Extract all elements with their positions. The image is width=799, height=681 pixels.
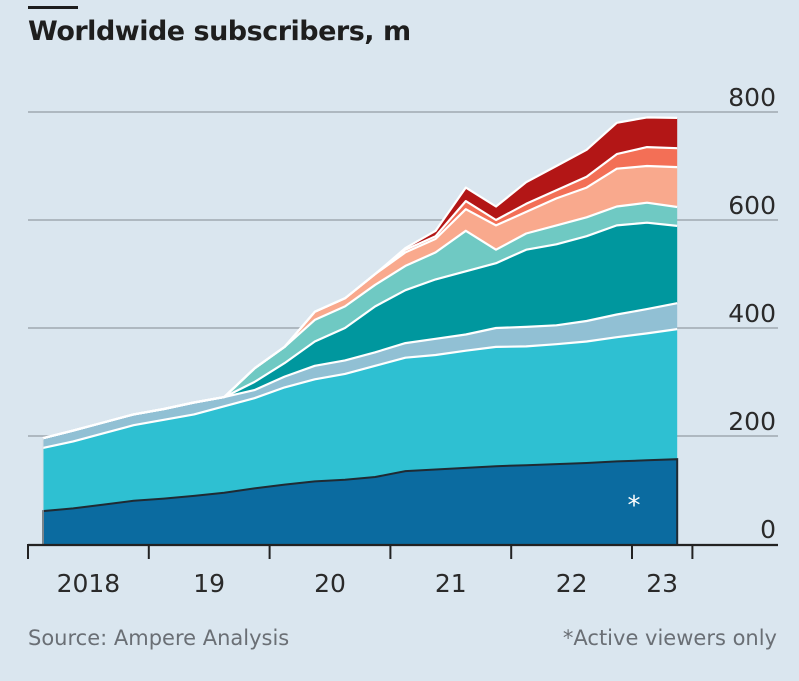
x-tick-label-2018: 2018 bbox=[57, 569, 121, 598]
x-tick-label-23: 23 bbox=[646, 569, 678, 598]
area-series-8 bbox=[43, 117, 678, 439]
area-series-4 bbox=[43, 222, 678, 439]
separator-series-2 bbox=[42, 328, 678, 449]
y-tick-label-600: 600 bbox=[728, 191, 776, 220]
series-1-outline bbox=[42, 458, 679, 544]
x-axis: 2018 19 20 21 22 23 bbox=[27, 543, 778, 598]
x-tick-label-20: 20 bbox=[314, 569, 346, 598]
x-tick-label-21: 21 bbox=[435, 569, 467, 598]
y-tick-label-0: 0 bbox=[760, 515, 776, 544]
chart-title: Worldwide subscribers, m bbox=[28, 16, 411, 47]
separator-series-8 bbox=[42, 116, 678, 440]
x-tick-label-22: 22 bbox=[556, 569, 588, 598]
y-tick-label-200: 200 bbox=[728, 407, 776, 436]
footnote: *Active viewers only bbox=[562, 626, 777, 650]
stacked-areas bbox=[42, 116, 679, 544]
area-series-2 bbox=[43, 329, 678, 512]
x-tick-label-19: 19 bbox=[193, 569, 225, 598]
title-rule bbox=[28, 6, 78, 9]
area-series-1 bbox=[43, 459, 678, 544]
y-tick-label-400: 400 bbox=[728, 299, 776, 328]
annotation-asterisk: * bbox=[628, 491, 641, 521]
y-axis-labels: 0 200 400 600 800 bbox=[728, 83, 776, 544]
source-note: Source: Ampere Analysis bbox=[28, 626, 290, 650]
y-tick-label-800: 800 bbox=[728, 83, 776, 112]
area-series-6 bbox=[43, 166, 678, 439]
